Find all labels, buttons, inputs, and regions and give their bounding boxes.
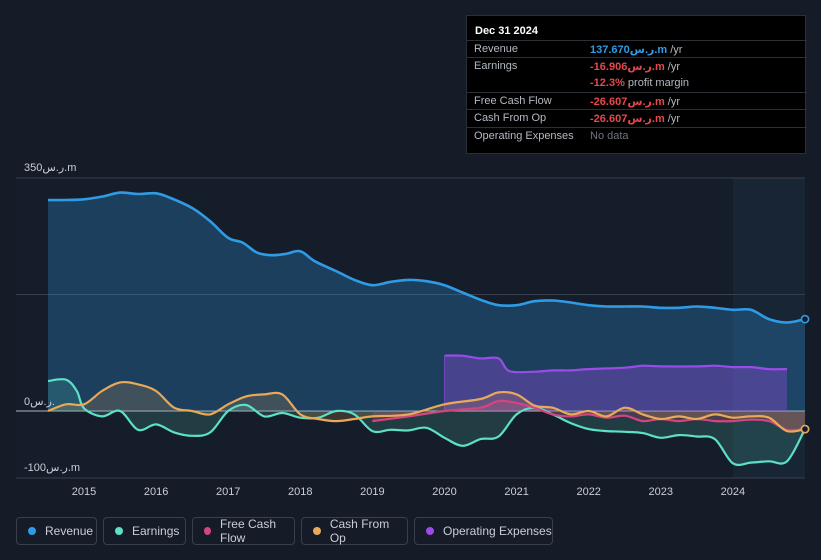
legend-item-operating-expenses[interactable]: Operating Expenses <box>414 517 553 545</box>
tooltip-date: Dec 31 2024 <box>475 25 538 37</box>
opex-area <box>444 355 787 411</box>
tooltip-label: Earnings <box>474 60 518 73</box>
tooltip-value: -26.607ر.س.m /yr <box>590 112 680 125</box>
axis-labels: 350ر.س.m 0ر.س. -100ر.س.m <box>24 162 80 474</box>
earnings-area <box>48 379 805 465</box>
end-markers <box>800 314 810 434</box>
tooltip-label: Cash From Op <box>474 112 547 125</box>
y-zero-label: 0ر.س. <box>24 396 55 408</box>
revenue-area <box>48 192 805 411</box>
tooltip-label: Revenue <box>474 43 519 55</box>
tooltip-value-number: -26.607ر.س.m <box>590 95 665 108</box>
tooltip-label: Operating Expenses <box>474 129 574 142</box>
tooltip-row: Earnings -16.906ر.س.m /yr <box>467 57 807 75</box>
tooltip-value-unit: /yr <box>667 44 683 56</box>
tooltip-value-unit: profit margin <box>624 76 690 89</box>
tooltip-value: 137.670ر.س.m /yr <box>590 43 682 56</box>
y-max-label: 350ر.س.m <box>24 162 76 174</box>
legend-dot-icon <box>115 527 123 535</box>
x-tick-label: 2022 <box>576 486 600 498</box>
grid <box>16 177 805 479</box>
legend-item-free-cash-flow[interactable]: Free Cash Flow <box>192 517 295 545</box>
tooltip-value-number: No data <box>590 129 629 142</box>
earnings-line <box>47 378 806 466</box>
revenue-line <box>47 191 806 324</box>
tooltip-row: Cash From Op -26.607ر.س.m /yr <box>467 109 807 127</box>
x-tick-label: 2018 <box>288 486 312 498</box>
x-tick-label: 2020 <box>432 486 456 498</box>
x-tick-labels: 2015 2016 2017 2018 2019 2020 2021 2022 2023 2024 <box>72 486 745 498</box>
legend-item-earnings[interactable]: Earnings <box>103 517 186 545</box>
fcf-line <box>372 399 806 432</box>
tooltip-value: -26.607ر.س.m /yr <box>590 95 680 108</box>
legend-label: Earnings <box>132 524 180 538</box>
opex-line <box>444 354 788 374</box>
tooltip-value-number: -26.607ر.س.m <box>590 113 665 126</box>
x-tick-label: 2021 <box>504 486 528 498</box>
tooltip-value: -16.906ر.س.m /yr <box>590 60 680 73</box>
cfo-area <box>48 382 805 432</box>
x-tick-label: 2023 <box>649 486 673 498</box>
legend-item-cash-from-op[interactable]: Cash From Op <box>301 517 408 545</box>
x-tick-label: 2017 <box>216 486 240 498</box>
tooltip: Dec 31 2024 Revenue 137.670ر.س.m /yr Earni… <box>466 15 807 154</box>
legend-item-revenue[interactable]: Revenue <box>16 517 97 545</box>
tooltip-row: -12.3% profit margin <box>467 75 807 92</box>
series-areas <box>48 192 805 465</box>
tooltip-row: Operating Expenses No data <box>467 126 807 145</box>
legend-dot-icon <box>426 527 434 535</box>
revenue-end-marker <box>800 314 810 324</box>
tooltip-value-number: -16.906ر.س.m <box>590 61 665 74</box>
tooltip-row: Revenue 137.670ر.س.m /yr <box>467 40 807 58</box>
legend-label: Operating Expenses <box>443 524 552 538</box>
tooltip-value-unit: /yr <box>664 95 681 108</box>
legend-label: Revenue <box>45 524 94 538</box>
tooltip-value-number: -12.3% <box>590 76 625 89</box>
cfo-line <box>47 380 806 433</box>
tooltip-row: Free Cash Flow -26.607ر.س.m /yr <box>467 91 807 110</box>
cfo-end-marker <box>800 424 810 434</box>
tooltip-label: Free Cash Flow <box>474 94 552 107</box>
x-tick-label: 2019 <box>360 486 384 498</box>
legend-dot-icon <box>28 527 36 535</box>
x-tick-label: 2015 <box>72 486 96 498</box>
y-min-label: -100ر.س.m <box>24 462 80 474</box>
legend-dot-icon <box>313 527 321 535</box>
legend-label: Free Cash Flow <box>219 517 277 545</box>
tooltip-value-unit: /yr <box>664 61 681 74</box>
tooltip-value: -12.3% profit margin <box>590 77 689 89</box>
x-tick-label: 2024 <box>721 486 745 498</box>
legend-dot-icon <box>204 527 211 535</box>
legend-label: Cash From Op <box>329 517 390 545</box>
series-lines <box>47 191 806 466</box>
tooltip-value-number: 137.670ر.س.m <box>590 44 668 56</box>
tooltip-value-unit: /yr <box>664 113 681 126</box>
forecast-band <box>732 178 805 478</box>
tooltip-value: No data <box>590 130 629 142</box>
x-tick-label: 2016 <box>144 486 168 498</box>
